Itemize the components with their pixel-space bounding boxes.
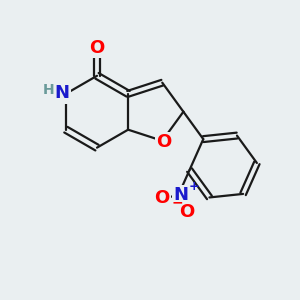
Text: O: O xyxy=(89,39,105,57)
Text: O: O xyxy=(156,133,171,151)
Text: H: H xyxy=(43,83,55,97)
Text: +: + xyxy=(188,180,199,193)
Text: N: N xyxy=(173,186,188,204)
Text: −: − xyxy=(172,196,183,210)
Text: O: O xyxy=(154,189,169,207)
Text: O: O xyxy=(179,202,194,220)
Text: N: N xyxy=(55,84,70,102)
